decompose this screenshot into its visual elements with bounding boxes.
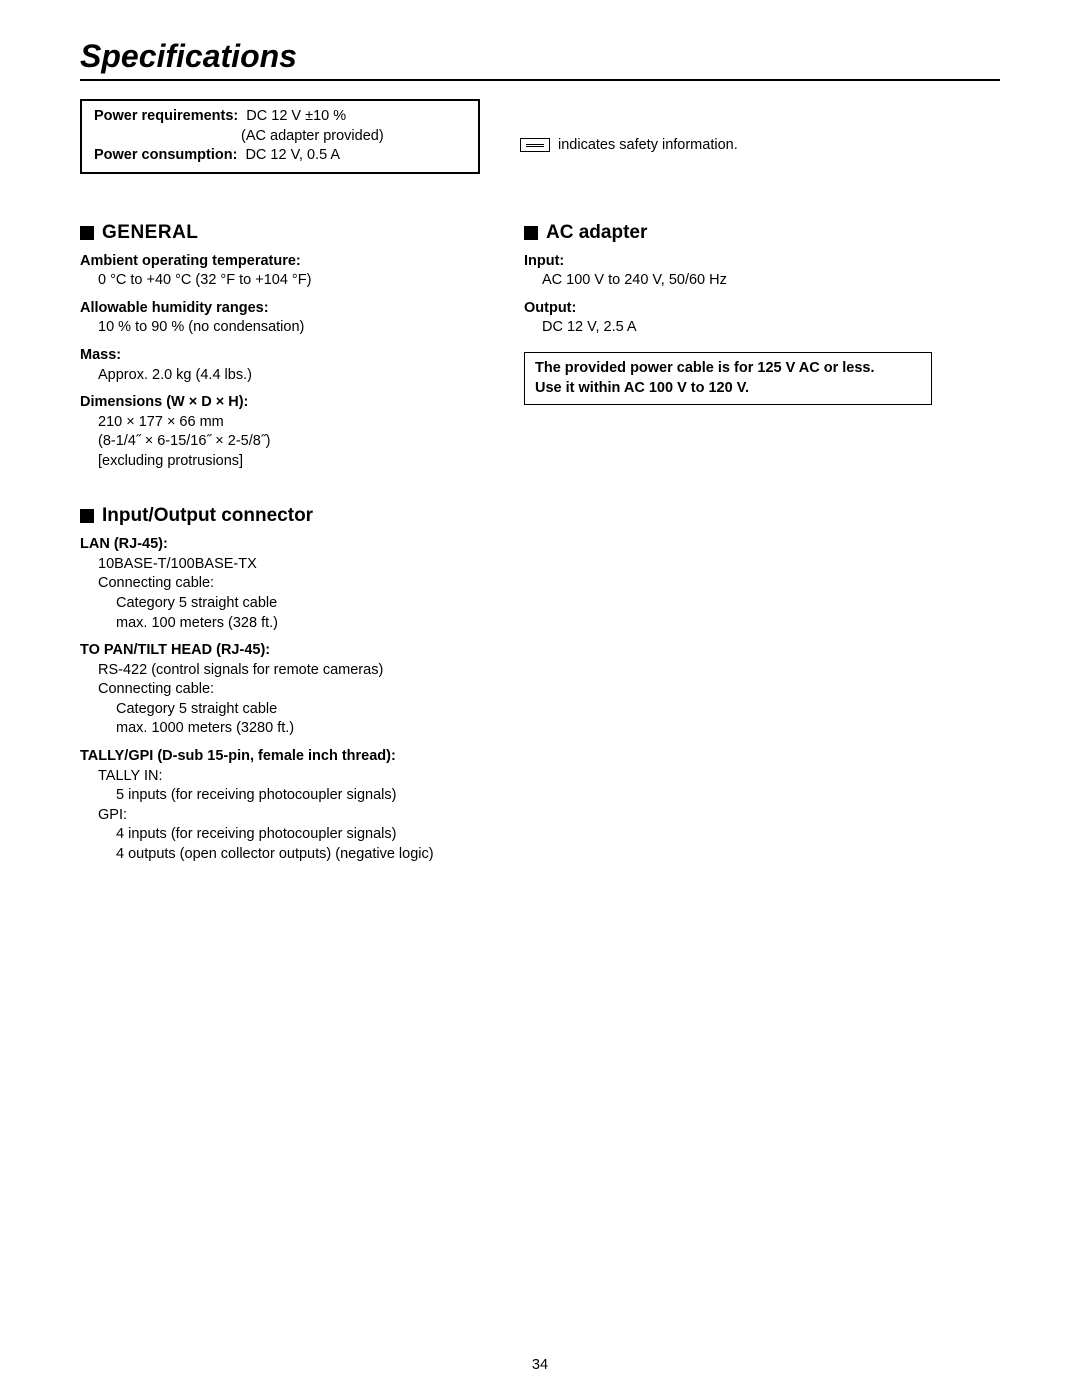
spec-mass-label: Mass: [80,346,488,366]
square-icon [524,226,538,240]
spec-humidity-label: Allowable humidity ranges: [80,299,488,319]
pan-v1: RS-422 (control signals for remote camer… [80,661,488,681]
spec-mass: Mass: Approx. 2.0 kg (4.4 lbs.) [80,346,488,385]
pan-label: TO PAN/TILT HEAD (RJ-45): [80,641,488,661]
ac-heading-text: AC adapter [546,222,647,244]
page-title: Specifications [80,38,1000,75]
page-number: 34 [0,1357,1080,1373]
ac-heading: AC adapter [524,222,932,244]
power-cons-value: DC 12 V, 0.5 A [245,146,340,166]
spec-temp-label: Ambient operating temperature: [80,252,488,272]
spec-humidity: Allowable humidity ranges: 10 % to 90 % … [80,299,488,338]
safety-text: indicates safety information. [558,137,738,153]
spec-mass-value: Approx. 2.0 kg (4.4 lbs.) [80,366,488,386]
safety-note: indicates safety information. [520,137,738,153]
tally-v3: GPI: [80,806,488,826]
ac-notice-box: The provided power cable is for 125 V AC… [524,352,932,405]
spec-dim-v3: [excluding protrusions] [80,452,488,472]
lan-v1: 10BASE-T/100BASE-TX [80,555,488,575]
spec-dim-v2: (8-1/4˝ × 6-15/16˝ × 2-5/8˝) [80,432,488,452]
ac-input-value: AC 100 V to 240 V, 50/60 Hz [524,271,932,291]
ac-output-value: DC 12 V, 2.5 A [524,318,932,338]
tally-v5: 4 outputs (open collector outputs) (nega… [80,845,488,865]
title-underline [80,79,1000,81]
general-heading-text: GENERAL [102,222,198,244]
spec-lan: LAN (RJ-45): 10BASE-T/100BASE-TX Connect… [80,535,488,633]
tally-v1: TALLY IN: [80,767,488,787]
power-req-line2: (AC adapter provided) [94,127,466,147]
lan-v3: Category 5 straight cable [80,594,488,614]
spec-ac-output: Output: DC 12 V, 2.5 A [524,299,932,338]
tally-v4: 4 inputs (for receiving photocoupler sig… [80,825,488,845]
ac-input-label: Input: [524,252,932,272]
spec-temp-value: 0 °C to +40 °C (32 °F to +104 °F) [80,271,488,291]
pan-v2: Connecting cable: [80,680,488,700]
io-heading: Input/Output connector [80,505,488,527]
tally-v2: 5 inputs (for receiving photocoupler sig… [80,786,488,806]
lan-v4: max. 100 meters (328 ft.) [80,614,488,634]
power-req-label: Power requirements: [94,107,246,127]
lan-v2: Connecting cable: [80,574,488,594]
spec-dimensions: Dimensions (W × D × H): 210 × 177 × 66 m… [80,393,488,471]
spec-humidity-value: 10 % to 90 % (no condensation) [80,318,488,338]
spec-tally: TALLY/GPI (D-sub 15-pin, female inch thr… [80,747,488,864]
ac-output-label: Output: [524,299,932,319]
general-heading: GENERAL [80,222,488,244]
io-heading-text: Input/Output connector [102,505,313,527]
tally-label: TALLY/GPI (D-sub 15-pin, female inch thr… [80,747,488,767]
ac-notice-line1: The provided power cable is for 125 V AC… [535,359,921,379]
spec-temp: Ambient operating temperature: 0 °C to +… [80,252,488,291]
spec-ac-input: Input: AC 100 V to 240 V, 50/60 Hz [524,252,932,291]
safety-info-icon [520,138,550,152]
spec-dim-v1: 210 × 177 × 66 mm [80,413,488,433]
square-icon [80,226,94,240]
power-req-value: DC 12 V ±10 % [246,107,346,127]
power-requirements-box: Power requirements: DC 12 V ±10 % (AC ad… [80,99,480,174]
pan-v4: max. 1000 meters (3280 ft.) [80,719,488,739]
ac-notice-line2: Use it within AC 100 V to 120 V. [535,379,921,399]
spec-pantilt: TO PAN/TILT HEAD (RJ-45): RS-422 (contro… [80,641,488,739]
lan-label: LAN (RJ-45): [80,535,488,555]
spec-dim-label: Dimensions (W × D × H): [80,393,488,413]
power-cons-label: Power consumption: [94,146,245,166]
square-icon [80,509,94,523]
pan-v3: Category 5 straight cable [80,700,488,720]
